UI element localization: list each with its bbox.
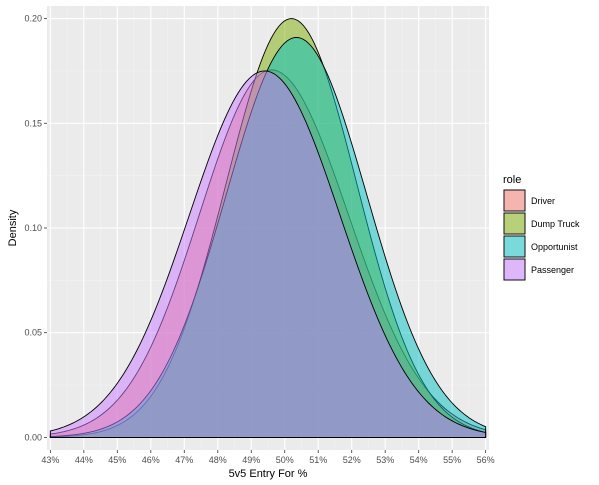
x-tick-label: 56% bbox=[477, 455, 495, 465]
legend-title: role bbox=[503, 174, 521, 186]
y-tick-label: 0.20 bbox=[24, 14, 42, 24]
legend-label: Dump Truck bbox=[531, 219, 580, 229]
legend-key-swatch bbox=[503, 235, 526, 258]
legend-key-swatch bbox=[503, 189, 526, 212]
y-axis-title: Density bbox=[7, 209, 19, 246]
y-tick-label: 0.15 bbox=[24, 118, 42, 128]
x-axis-title: 5v5 Entry For % bbox=[229, 468, 308, 480]
x-tick-label: 47% bbox=[175, 455, 193, 465]
y-tick-label: 0.05 bbox=[24, 328, 42, 338]
x-tick-label: 55% bbox=[443, 455, 461, 465]
x-tick-label: 50% bbox=[276, 455, 294, 465]
legend-key-swatch bbox=[503, 258, 526, 281]
x-tick-label: 53% bbox=[376, 455, 394, 465]
legend-key-swatch bbox=[503, 212, 526, 235]
legend: role Driver Dump Truck Opportunist Passenge… bbox=[503, 174, 580, 281]
x-tick-label: 49% bbox=[242, 455, 260, 465]
y-tick-label: 0.00 bbox=[24, 432, 42, 442]
x-tick-label: 48% bbox=[209, 455, 227, 465]
y-axis: 0.00 0.05 0.10 0.15 0.20 bbox=[24, 14, 47, 442]
y-tick-label: 0.10 bbox=[24, 223, 42, 233]
x-tick-label: 54% bbox=[410, 455, 428, 465]
x-tick-label: 45% bbox=[108, 455, 126, 465]
x-tick-label: 43% bbox=[41, 455, 59, 465]
x-tick-label: 46% bbox=[142, 455, 160, 465]
density-area-passenger bbox=[49, 70, 487, 438]
x-tick-label: 51% bbox=[309, 455, 327, 465]
legend-items: Driver Dump Truck Opportunist Passenger bbox=[503, 189, 580, 281]
legend-label: Passenger bbox=[531, 265, 574, 275]
x-tick-label: 44% bbox=[75, 455, 93, 465]
legend-label: Driver bbox=[531, 196, 555, 206]
legend-label: Opportunist bbox=[531, 242, 578, 252]
density-areas bbox=[49, 18, 487, 438]
x-axis: 43% 44% 45% 46% 47% 48% 49% 50% 51% 52% 53% 54% 55% 5… bbox=[41, 450, 495, 465]
x-tick-label: 52% bbox=[343, 455, 361, 465]
